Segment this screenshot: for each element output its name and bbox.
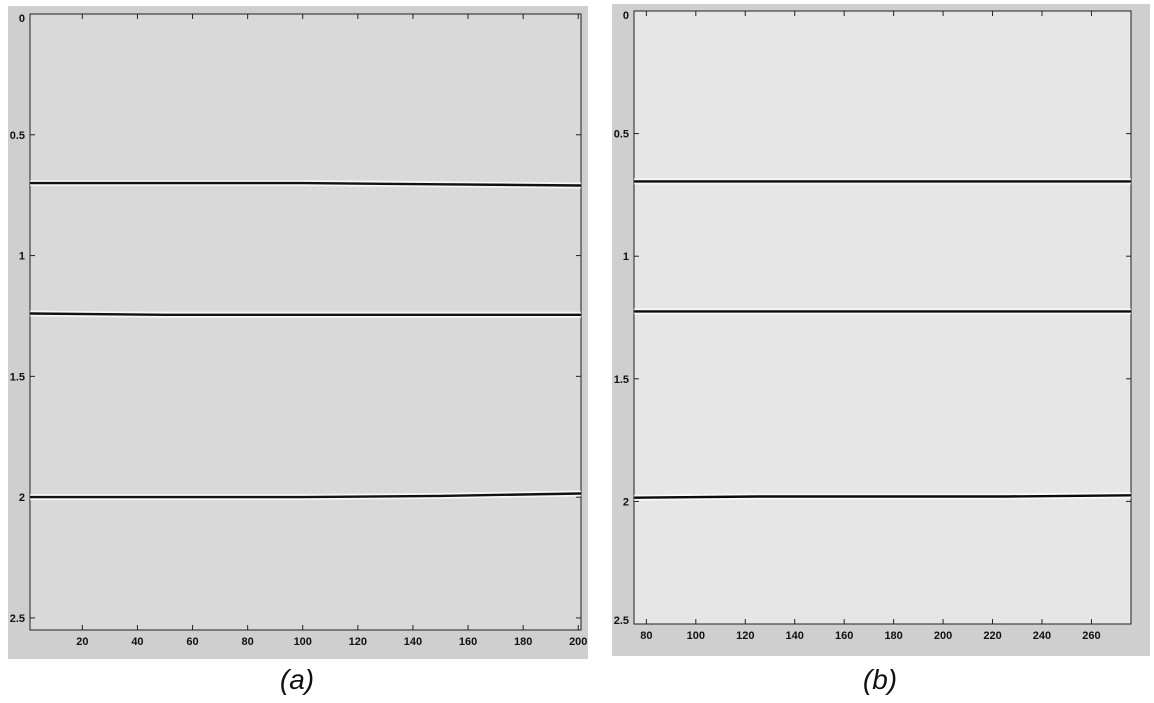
chart-panel-a: 0 0.5 1 1.5 2 2.5 20 40 60 80 100 120 140 160 180 200: [0, 0, 594, 662]
y-tick-label: 0: [19, 13, 25, 25]
plot-area: [29, 13, 582, 631]
x-tick-label: 100: [687, 630, 705, 642]
y-tick-label: 2: [623, 496, 629, 508]
y-tick-label: 0.5: [10, 130, 25, 142]
x-tick-label: 260: [1082, 630, 1100, 642]
x-tick-label: 60: [186, 636, 198, 648]
series-line-3: [633, 494, 1132, 499]
x-tick-label: 200: [569, 636, 587, 648]
chart-b-svg: 0 0.5 1 1.5 2 2.5 80 100 120 140 160 180 200 220 240 26…: [612, 4, 1150, 656]
y-tick-label: 1.5: [10, 371, 25, 383]
x-tick-label: 140: [786, 630, 804, 642]
x-tick-label: 40: [131, 636, 143, 648]
chart-a-svg: 0 0.5 1 1.5 2 2.5 20 40 60 80 100 120 140 160 180 200: [8, 6, 588, 659]
y-tick-label: 1.5: [614, 374, 629, 386]
x-tick-label: 160: [459, 636, 477, 648]
y-tick-label: 1: [623, 251, 629, 263]
x-tick-label: 160: [835, 630, 853, 642]
y-tick-label: 0: [623, 10, 629, 22]
x-tick-label: 220: [983, 630, 1001, 642]
y-tick-label: 2: [19, 492, 25, 504]
y-tick-label: 2.5: [614, 615, 629, 627]
x-tick-label: 180: [514, 636, 532, 648]
x-tick-label: 20: [76, 636, 88, 648]
y-tick-label: 2.5: [10, 613, 25, 625]
y-tick-label: 0.5: [614, 129, 629, 141]
caption-a: (a): [279, 664, 315, 695]
x-tick-label: 120: [349, 636, 367, 648]
x-tick-label: 140: [404, 636, 422, 648]
series-line-1: [30, 181, 582, 187]
x-tick-label: 80: [640, 630, 652, 642]
y-tick-label: 1: [19, 251, 25, 263]
series-line-2: [29, 312, 581, 316]
x-tick-label: 240: [1033, 630, 1051, 642]
plot-area: [633, 10, 1132, 625]
x-tick-label: 200: [934, 630, 952, 642]
caption-b: (b): [862, 664, 898, 695]
x-tick-label: 100: [294, 636, 312, 648]
x-tick-label: 180: [884, 630, 902, 642]
x-tick-label: 120: [736, 630, 754, 642]
chart-panel-b: 0 0.5 1 1.5 2 2.5 80 100 120 140 160 180 200 220 240 26…: [606, 0, 1154, 662]
series-line-3: [30, 492, 582, 499]
x-tick-label: 80: [242, 636, 254, 648]
